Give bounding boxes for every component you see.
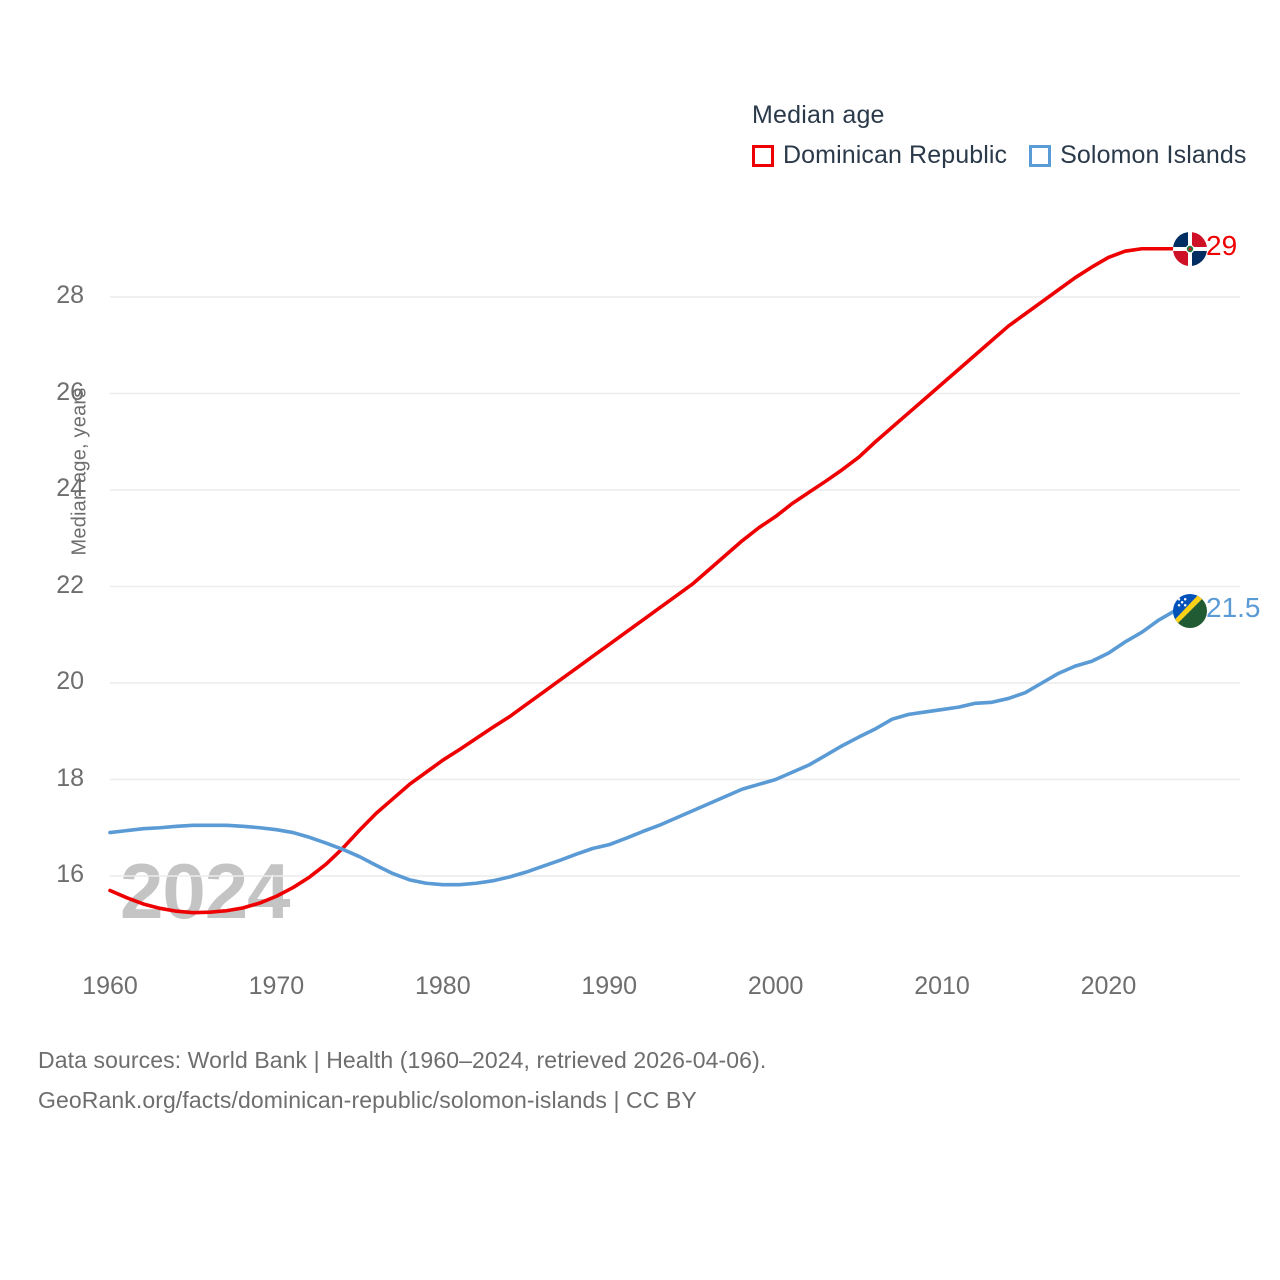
x-axis-tick-label: 2000 [747, 972, 804, 1000]
end-value-dominican-republic: 29 [1206, 229, 1238, 261]
series-lines [108, 246, 1177, 915]
y-axis-tick-label: 20 [56, 667, 84, 695]
x-axis-tick-label: 1960 [82, 972, 138, 1000]
x-axis-tick-label: 2010 [914, 972, 970, 1000]
series-line-solomon-islands [108, 608, 1177, 887]
footer-line-1: Data sources: World Bank | Health (1960–… [38, 1047, 767, 1073]
end-value-solomon-islands: 21.5 [1206, 591, 1261, 623]
year-watermark: 2024 [120, 847, 291, 935]
x-axis-tick-label: 2020 [1080, 972, 1137, 1000]
y-axis-tick-label: 16 [56, 860, 84, 888]
footer-line-2: GeoRank.org/facts/dominican-republic/sol… [38, 1087, 697, 1113]
x-axis-tick-label: 1970 [248, 972, 305, 1000]
y-axis-tick-label: 26 [56, 377, 84, 406]
y-axis-tick-label: 24 [56, 474, 84, 502]
x-axis-tick-label: 1980 [415, 972, 471, 1000]
legend-swatch-square-icon [752, 144, 774, 167]
legend-item-dominican-republic[interactable]: Dominican Republic [752, 141, 1007, 170]
chart-legend: Median age Dominican Republic Solomon Is… [752, 98, 1252, 170]
y-axis-tick-label: 28 [56, 281, 84, 309]
legend-item-label: Dominican Republic [783, 141, 1008, 169]
y-axis-tick-label: 22 [56, 570, 84, 599]
flag-solomon-islands-icon [1173, 593, 1207, 628]
y-axis-tick-label: 18 [56, 763, 84, 792]
legend-item-label: Solomon Islands [1060, 141, 1247, 169]
series-line-dominican-republic [108, 246, 1177, 915]
footer-attribution: Data sources: World Bank | Health (1960–… [38, 1040, 766, 1120]
legend-swatch-square-icon [1029, 144, 1052, 167]
legend-item-solomon-islands[interactable]: Solomon Islands [1029, 141, 1246, 170]
legend-title: Median age [752, 101, 885, 129]
x-axis-tick-label: 1990 [581, 972, 638, 1000]
flag-dominican-republic-icon [1173, 231, 1207, 266]
legend-items: Dominican Republic Solomon Islands [752, 141, 1252, 170]
gridlines [110, 296, 1240, 877]
